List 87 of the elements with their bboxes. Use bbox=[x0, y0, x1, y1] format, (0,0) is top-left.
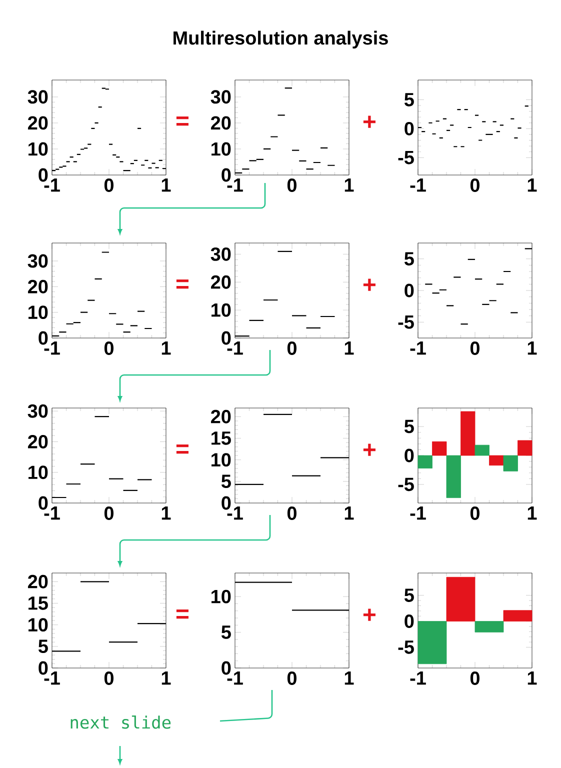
bar bbox=[518, 440, 532, 456]
y-tick-label: 5 bbox=[221, 626, 231, 639]
y-tick-label: 5 bbox=[221, 474, 231, 488]
y-tick-label: 10 bbox=[28, 306, 48, 320]
bar bbox=[446, 576, 476, 622]
y-tick-label: 0 bbox=[404, 448, 414, 462]
x-tick-label: -1 bbox=[410, 672, 426, 685]
y-tick-label: 10 bbox=[212, 453, 231, 467]
x-tick-label: 0 bbox=[470, 178, 480, 192]
y-tick-label: 20 bbox=[210, 410, 231, 424]
y-tick-label: 0 bbox=[404, 122, 414, 136]
y-tick-label: 10 bbox=[28, 466, 48, 480]
y-tick-label: 0 bbox=[404, 284, 414, 298]
x-tick-label: 1 bbox=[528, 178, 537, 192]
text: = bbox=[176, 610, 188, 619]
y-tick-label: 30 bbox=[28, 90, 48, 104]
x-tick-label: 1 bbox=[344, 506, 354, 520]
bar bbox=[432, 441, 447, 456]
y-tick-label: 15 bbox=[212, 432, 231, 445]
bar bbox=[418, 455, 432, 468]
x-tick-label: -1 bbox=[410, 178, 426, 192]
x-tick-label: 1 bbox=[162, 506, 171, 520]
x-tick-label: -1 bbox=[410, 342, 426, 355]
y-tick-label: 20 bbox=[210, 116, 231, 130]
x-tick-label: 0 bbox=[287, 178, 296, 192]
y-tick-label: 30 bbox=[28, 254, 48, 268]
y-tick-label: -5 bbox=[398, 316, 414, 329]
y-tick-label: 10 bbox=[212, 142, 231, 156]
y-tick-label: 5 bbox=[404, 588, 414, 602]
bar bbox=[418, 621, 447, 664]
x-tick-label: 0 bbox=[104, 506, 114, 520]
y-tick-label: 30 bbox=[210, 90, 231, 104]
text: = bbox=[176, 444, 188, 454]
y-tick-label: 0 bbox=[404, 614, 414, 628]
y-tick-label: 20 bbox=[210, 275, 231, 289]
y-tick-label: 5 bbox=[38, 640, 48, 654]
x-tick-label: 0 bbox=[287, 672, 296, 685]
text: + bbox=[363, 116, 376, 128]
text: = bbox=[176, 116, 188, 126]
text: = bbox=[176, 280, 188, 289]
x-tick-label: 0 bbox=[287, 506, 296, 520]
text: + bbox=[363, 444, 376, 456]
y-tick-label: -5 bbox=[398, 478, 414, 492]
bar bbox=[474, 444, 490, 456]
x-tick-label: 1 bbox=[528, 672, 537, 685]
text: next slide bbox=[70, 716, 171, 729]
x-tick-label: 0 bbox=[470, 506, 480, 520]
x-tick-label: 1 bbox=[344, 672, 354, 685]
x-tick-label: 0 bbox=[104, 178, 114, 192]
y-tick-label: -5 bbox=[398, 151, 414, 164]
chart-title: Multiresolution analysis bbox=[174, 30, 388, 48]
text: + bbox=[363, 608, 376, 621]
x-tick-label: 1 bbox=[162, 178, 171, 192]
x-tick-label: 0 bbox=[470, 672, 480, 685]
x-tick-label: 0 bbox=[470, 342, 480, 355]
y-tick-label: 30 bbox=[210, 247, 231, 261]
x-tick-label: 0 bbox=[287, 342, 296, 355]
x-tick-label: 1 bbox=[528, 506, 537, 520]
x-tick-label: 1 bbox=[162, 672, 171, 685]
y-tick-label: 20 bbox=[28, 280, 48, 294]
y-tick-label: 10 bbox=[28, 142, 48, 156]
x-tick-label: 1 bbox=[344, 342, 354, 355]
bar bbox=[474, 621, 504, 632]
y-tick-label: 5 bbox=[404, 252, 414, 266]
x-tick-label: 1 bbox=[528, 342, 537, 355]
x-tick-label: 0 bbox=[104, 672, 114, 685]
y-tick-label: 5 bbox=[404, 93, 414, 106]
text: + bbox=[363, 278, 376, 291]
y-tick-label: 20 bbox=[28, 574, 48, 588]
y-tick-label: 5 bbox=[404, 420, 414, 434]
y-tick-label: 10 bbox=[212, 590, 231, 604]
x-tick-label: -1 bbox=[410, 506, 426, 520]
y-tick-label: 30 bbox=[28, 404, 48, 418]
y-tick-label: 20 bbox=[28, 116, 48, 130]
y-tick-label: 10 bbox=[212, 303, 231, 317]
y-tick-label: 20 bbox=[28, 434, 48, 448]
bar bbox=[446, 455, 461, 498]
bar bbox=[503, 455, 518, 472]
x-tick-label: 1 bbox=[162, 342, 171, 355]
y-tick-label: 15 bbox=[28, 596, 48, 610]
y-tick-label: 10 bbox=[28, 618, 48, 632]
bar bbox=[489, 455, 504, 466]
x-tick-label: 1 bbox=[344, 178, 354, 192]
bar bbox=[503, 610, 532, 622]
y-tick-label: -5 bbox=[398, 640, 414, 654]
bar bbox=[460, 411, 476, 456]
x-tick-label: 0 bbox=[104, 342, 114, 355]
